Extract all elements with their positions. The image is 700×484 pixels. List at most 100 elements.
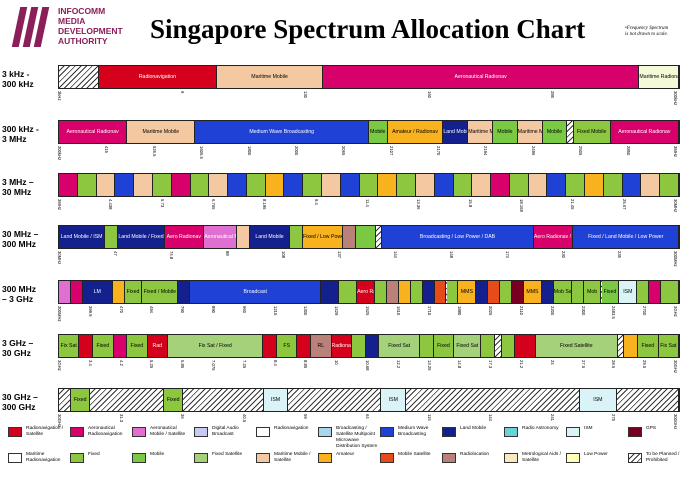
allocation-label: Fix Sat: [60, 343, 77, 349]
allocation-label: Land Mobile: [443, 129, 467, 135]
frequency-tick: 1606.5: [199, 146, 205, 159]
allocation-label: Fixed / Mobile: [143, 289, 176, 295]
allocation-segment: [398, 281, 411, 303]
band-label-line: 3 MHz: [2, 134, 27, 144]
frequency-tick: 13.36: [416, 199, 422, 210]
allocation-label: Maritime Mobile: [251, 74, 288, 80]
legend-label: ISM: [584, 426, 593, 431]
allocation-segment: [422, 281, 435, 303]
allocation-segment: [59, 389, 72, 411]
frequency-tick: 526.5: [151, 146, 157, 157]
allocation-segment: [660, 174, 679, 196]
frequency-tick: 13.25: [426, 360, 432, 371]
legend-item: Amateur: [318, 450, 378, 468]
allocation-segment: [77, 174, 97, 196]
allocation-segment: [641, 174, 661, 196]
allocation-label: MMS: [526, 289, 539, 295]
legend-item: To be Planned / Prohibited: [628, 450, 688, 468]
allocation-segment: [649, 281, 662, 303]
allocation-segment: Fix Sat / Fixed: [168, 335, 264, 357]
allocation-segment: Broadcasting / Low Power / DAB: [382, 226, 534, 248]
allocation-segment: Fixed / Low Power: [303, 226, 343, 248]
legend-label: Aeronautical Radionavigation: [88, 426, 123, 437]
band-label-line: 300 kHz: [2, 79, 34, 89]
frequency-tick: 235: [617, 251, 622, 258]
legend-swatch: [70, 427, 84, 437]
frequency-tick: 5.73: [159, 199, 165, 208]
frequency-tick: 415: [104, 146, 110, 153]
frequency-tick: 470: [118, 306, 124, 313]
frequency-tick: 8.85: [303, 360, 309, 369]
allocation-segment: [228, 174, 247, 196]
band-label-line: 30 MHz –: [2, 229, 39, 239]
band-bar: Land Mobile / ISM Land Mobile / Fixed Aero…: [58, 225, 680, 249]
frequency-tick: 8.195: [262, 199, 268, 210]
legend-swatch: [70, 453, 84, 463]
allocation-segment: Fix Sat: [658, 335, 679, 357]
allocation-segment: [500, 281, 513, 303]
frequency-tick: 890: [211, 306, 216, 313]
frequency-tick: 2483.5: [611, 306, 617, 319]
frequency-tick: 137: [337, 251, 342, 258]
allocation-label: ISM: [388, 397, 398, 403]
frequency-tick: 148: [449, 251, 454, 258]
frequency-tick: 10.68: [365, 360, 370, 371]
frequency-tick: 30GHz: [673, 360, 678, 374]
allocation-segment: [90, 389, 165, 411]
allocation-label: Fixed: [73, 397, 87, 403]
allocation-label: Broadcasting / Low Power / DAB: [419, 234, 496, 240]
allocation-segment: [365, 335, 380, 357]
allocation-label: Fixed Sat: [388, 343, 411, 349]
allocation-segment: Aero Radionav / Fixed: [533, 226, 574, 248]
allocation-segment: [96, 174, 116, 196]
allocation-label: Fixed: [126, 289, 140, 295]
allocation-segment: Maritime Mobile: [217, 66, 323, 88]
frequency-tick: 130: [303, 91, 309, 98]
legend-swatch: [566, 427, 580, 437]
legend-item: GPS: [628, 424, 688, 442]
legend-swatch: [194, 427, 208, 437]
allocation-segment: [528, 174, 548, 196]
band-label: 300 MHz – 3 GHz: [2, 284, 36, 304]
legend: Radionavigation / Satellite Aeronautical …: [0, 418, 700, 484]
allocation-segment: Fix Sat: [59, 335, 80, 357]
frequency-tick: 15.8: [467, 199, 473, 208]
allocation-segment: Maritime Mobile: [127, 121, 196, 143]
allocation-segment: [603, 174, 623, 196]
allocation-segment: Land Mobile: [443, 121, 469, 143]
allocation-label: Fixed: [437, 343, 450, 349]
frequency-tick: 2170: [436, 146, 442, 156]
legend-item: ISM: [566, 424, 626, 442]
band-label-line: 300 GHz: [2, 402, 36, 412]
allocation-segment: Aeronautical Radionav: [322, 66, 640, 88]
logo-line: INFOCOMM: [58, 6, 106, 16]
legend-swatch: [132, 427, 146, 437]
allocation-segment: Mob: [583, 281, 602, 303]
legend-swatch: [628, 453, 642, 463]
allocation-segment: [113, 335, 128, 357]
frequency-tick: 3.4: [87, 360, 93, 366]
band-label-line: 3 GHz –: [2, 338, 34, 348]
frequency-tick: 2300: [580, 306, 586, 316]
legend-swatch: [504, 427, 518, 437]
legend-label: Radio Astronomy: [522, 426, 559, 431]
frequency-tick: 790: [180, 306, 186, 313]
legend-item: Low Power: [566, 450, 626, 468]
band-label: 3 MHz –30 MHz: [2, 177, 34, 197]
frequency-tick: 300kHz: [57, 146, 62, 161]
legend-item: Radionavigation / Satellite: [8, 424, 68, 442]
frequency-tick: 10: [334, 360, 340, 365]
allocation-label: ISM: [270, 397, 281, 403]
note-line: •Frequency Spectrum: [625, 26, 669, 31]
frequency-tick: 2025: [488, 306, 494, 316]
allocation-label: Fix Sat: [660, 343, 677, 349]
band-bar: Fixed Fixed ISM ISM ISM: [58, 388, 680, 412]
allocation-segment: [59, 281, 71, 303]
allocation-segment: [359, 174, 379, 196]
frequency-tick: 1800: [246, 146, 252, 156]
allocation-label: Mobile: [370, 129, 386, 135]
legend-item: Mobile: [132, 450, 192, 468]
frequency-tick: 1429: [334, 306, 340, 316]
band-label-line: 300 MHz: [2, 239, 37, 249]
allocation-segment: Mobile: [493, 121, 518, 143]
